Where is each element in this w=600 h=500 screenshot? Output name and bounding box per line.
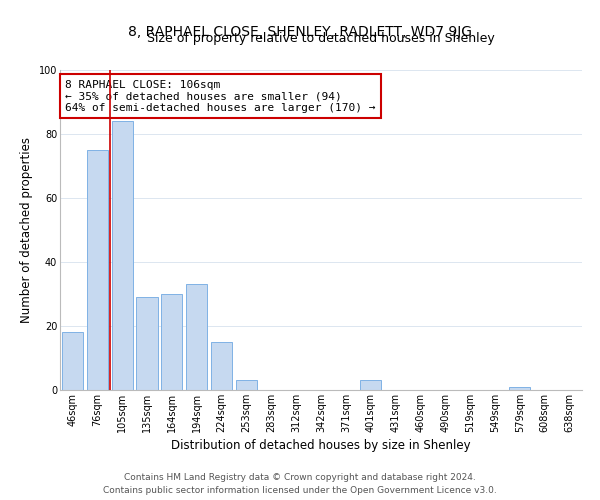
Bar (136, 297, 158, 390)
Bar (161, 294, 182, 390)
X-axis label: Distribution of detached houses by size in Shenley: Distribution of detached houses by size … (171, 439, 471, 452)
Text: 8, RAPHAEL CLOSE, SHENLEY, RADLETT, WD7 9JG: 8, RAPHAEL CLOSE, SHENLEY, RADLETT, WD7 … (128, 25, 472, 39)
Bar (509, 387, 530, 390)
Bar (360, 380, 381, 390)
Bar (186, 284, 207, 390)
Bar (87, 150, 108, 390)
Bar (236, 380, 257, 390)
Y-axis label: Number of detached properties: Number of detached properties (20, 137, 33, 323)
Bar (211, 342, 232, 390)
Bar (62, 332, 83, 390)
Title: Size of property relative to detached houses in Shenley: Size of property relative to detached ho… (147, 32, 495, 45)
Text: Contains HM Land Registry data © Crown copyright and database right 2024.
Contai: Contains HM Land Registry data © Crown c… (103, 474, 497, 495)
Bar (112, 121, 133, 390)
Text: 8 RAPHAEL CLOSE: 106sqm
← 35% of detached houses are smaller (94)
64% of semi-de: 8 RAPHAEL CLOSE: 106sqm ← 35% of detache… (65, 80, 376, 113)
